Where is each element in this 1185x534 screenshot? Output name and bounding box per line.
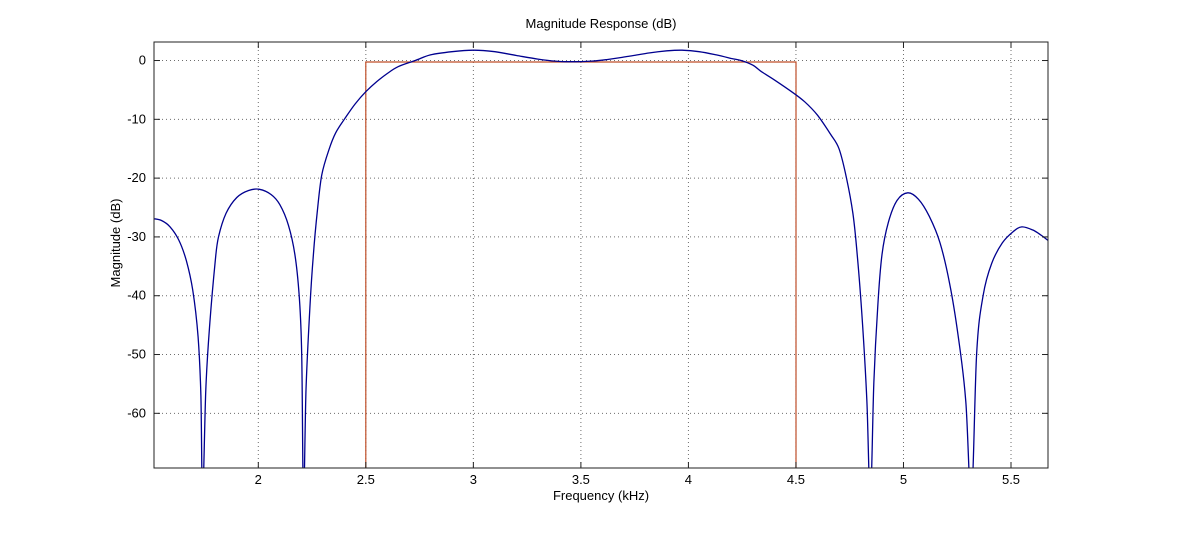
chart-title: Magnitude Response (dB) [525, 16, 676, 31]
y-tick-label: -60 [127, 405, 146, 420]
x-tick-label: 2.5 [357, 472, 375, 487]
x-tick-label: 3.5 [572, 472, 590, 487]
y-axis-label: Magnitude (dB) [108, 199, 123, 288]
x-tick-label: 3 [470, 472, 477, 487]
tick-labels: 2 2.5 3 3.5 4 4.5 5 5.5 0 -10 -20 -30 -40 -50 -60 [127, 53, 1020, 487]
grid-lines [154, 42, 1048, 468]
data-series [154, 49, 1048, 468]
x-tick-label: 4.5 [787, 472, 805, 487]
x-tick-label: 2 [255, 472, 262, 487]
x-tick-label: 5 [900, 472, 907, 487]
x-tick-label: 5.5 [1002, 472, 1020, 487]
x-tick-label: 4 [685, 472, 692, 487]
plot-border [153, 41, 1049, 469]
y-tick-label: -10 [127, 111, 146, 126]
axis-ticks [154, 42, 1048, 468]
y-tick-label: -40 [127, 288, 146, 303]
y-tick-label: -50 [127, 347, 146, 362]
x-axis-label: Frequency (kHz) [553, 488, 649, 503]
response-curve [154, 49, 1048, 468]
y-tick-label: 0 [139, 53, 146, 68]
y-tick-label: -20 [127, 170, 146, 185]
y-tick-label: -30 [127, 229, 146, 244]
